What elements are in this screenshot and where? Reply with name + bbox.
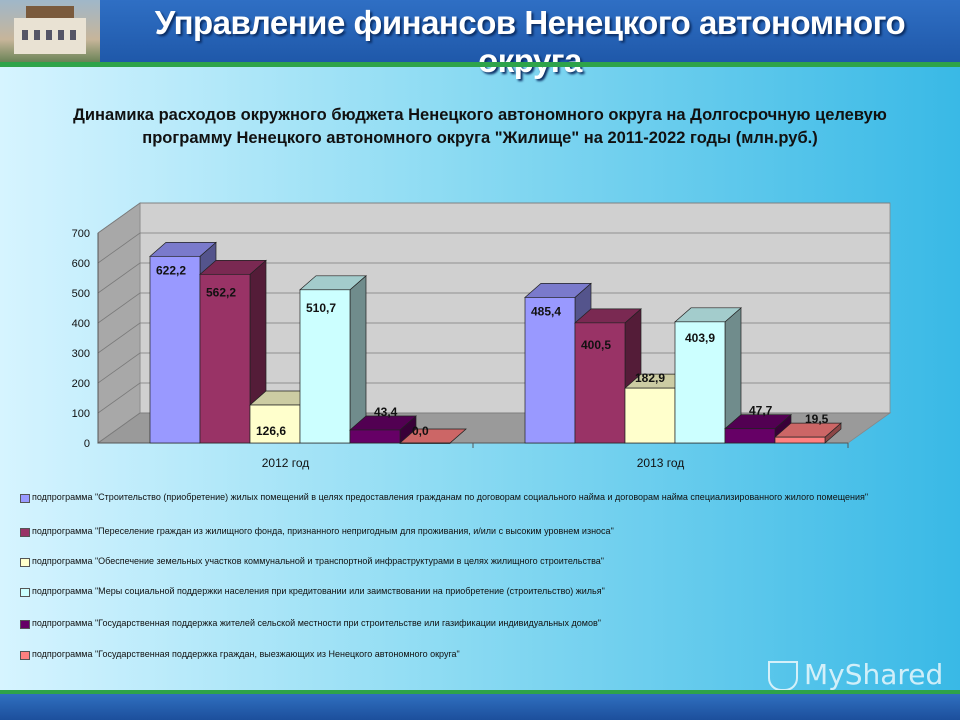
x-category-label: 2012 год xyxy=(262,456,310,470)
legend-label: подпрограмма "Переселение граждан из жил… xyxy=(32,526,614,536)
bar xyxy=(299,289,351,444)
footer-bar xyxy=(0,694,960,720)
bar xyxy=(199,273,251,444)
y-tick-label: 700 xyxy=(72,228,90,240)
legend-swatch xyxy=(20,651,30,660)
chart-side-wall xyxy=(97,202,141,444)
y-tick-label: 400 xyxy=(72,318,90,330)
gridline xyxy=(97,262,890,294)
gridline xyxy=(97,232,890,264)
legend-swatch xyxy=(20,528,30,537)
data-label: 562,2 xyxy=(206,285,236,299)
legend-label: подпрограмма "Государственная поддержка … xyxy=(32,649,460,659)
legend-swatch xyxy=(20,494,30,503)
data-label: 126,6 xyxy=(256,424,286,438)
gridline xyxy=(97,292,890,324)
data-label: 0,0 xyxy=(412,424,429,438)
bar xyxy=(724,428,776,444)
header-bar: Управление финансов Ненецкого автономног… xyxy=(0,0,960,79)
chart-title: Динамика расходов окружного бюджета Нене… xyxy=(73,106,887,147)
header-title: Управление финансов Ненецкого автономног… xyxy=(154,4,906,79)
legend-swatch xyxy=(20,558,30,567)
data-label: 182,9 xyxy=(635,371,665,385)
data-label: 43,4 xyxy=(374,405,398,419)
gridline xyxy=(97,202,890,234)
y-tick-label: 600 xyxy=(72,258,90,270)
y-tick-label: 300 xyxy=(72,348,90,360)
data-label: 622,2 xyxy=(156,263,186,277)
header-stripe xyxy=(0,62,960,67)
watermark-text: MyShared xyxy=(804,658,944,691)
legend-swatch xyxy=(20,588,30,597)
bar xyxy=(524,297,576,444)
bar-chart: 0 100 200 300 400 500 600 700 2012 год 2013 год 62… xyxy=(72,202,892,470)
bar xyxy=(624,387,676,444)
data-label: 485,4 xyxy=(531,304,561,318)
bar xyxy=(574,322,626,444)
data-label: 19,5 xyxy=(805,412,829,426)
y-tick-label: 100 xyxy=(72,408,90,420)
data-label: 510,7 xyxy=(306,301,336,315)
data-label: 47,7 xyxy=(749,404,773,418)
bar xyxy=(399,442,451,444)
legend-label: подпрограмма "Государственная поддержка … xyxy=(32,618,601,628)
y-tick-label: 200 xyxy=(72,378,90,390)
bar xyxy=(149,255,201,444)
legend-label: подпрограмма "Строительство (приобретени… xyxy=(32,492,869,502)
y-tick-label: 0 xyxy=(84,438,90,450)
bar xyxy=(349,429,401,444)
bar xyxy=(674,321,726,444)
watermark: MyShared xyxy=(768,658,943,691)
shield-icon xyxy=(768,661,798,691)
legend-label: подпрограмма "Меры социальной поддержки … xyxy=(32,586,605,596)
data-label: 403,9 xyxy=(685,331,715,345)
data-label: 400,5 xyxy=(581,338,611,352)
x-category-label: 2013 год xyxy=(637,456,685,470)
bar xyxy=(774,436,826,444)
legend-label: подпрограмма "Обеспечение земельных учас… xyxy=(32,556,604,566)
legend-swatch xyxy=(20,620,30,629)
header-building-photo xyxy=(0,0,100,66)
footer-stripe xyxy=(0,690,960,695)
bar xyxy=(249,404,301,444)
y-tick-label: 500 xyxy=(72,288,90,300)
